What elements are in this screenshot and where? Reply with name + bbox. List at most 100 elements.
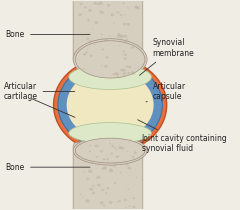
Text: Bone: Bone [6,163,90,172]
Ellipse shape [91,161,94,163]
Ellipse shape [104,39,108,42]
Ellipse shape [106,187,109,189]
Ellipse shape [92,192,95,194]
Ellipse shape [101,48,104,50]
Ellipse shape [89,150,91,152]
Ellipse shape [126,39,128,40]
Ellipse shape [117,33,120,35]
Ellipse shape [128,66,132,68]
Ellipse shape [83,53,86,56]
Ellipse shape [86,38,89,40]
Ellipse shape [86,49,88,50]
Ellipse shape [116,201,118,203]
Ellipse shape [92,60,95,63]
Ellipse shape [100,150,103,152]
Text: Articular
cartilage: Articular cartilage [4,82,75,101]
Ellipse shape [99,10,103,14]
Ellipse shape [82,197,84,198]
Ellipse shape [112,44,113,45]
Ellipse shape [112,54,114,55]
Ellipse shape [120,69,123,71]
Text: Bone: Bone [6,30,90,39]
Ellipse shape [136,7,140,10]
FancyBboxPatch shape [73,142,143,210]
Ellipse shape [87,178,89,180]
Ellipse shape [75,41,145,78]
Ellipse shape [116,11,119,13]
Ellipse shape [93,2,97,5]
Ellipse shape [103,60,106,62]
Ellipse shape [102,166,107,170]
Ellipse shape [108,46,112,49]
Ellipse shape [127,7,129,9]
Ellipse shape [90,162,92,163]
Ellipse shape [100,57,102,59]
Ellipse shape [117,35,121,38]
Ellipse shape [127,158,129,160]
Ellipse shape [124,50,127,52]
Ellipse shape [126,23,130,26]
Ellipse shape [102,189,104,191]
Ellipse shape [75,138,145,163]
Ellipse shape [85,199,90,203]
Ellipse shape [113,22,115,24]
Ellipse shape [69,123,151,143]
Ellipse shape [129,49,131,50]
Ellipse shape [119,54,121,56]
Ellipse shape [132,73,133,74]
Ellipse shape [88,170,92,173]
Ellipse shape [113,73,115,75]
Ellipse shape [110,168,112,170]
Ellipse shape [129,205,131,207]
Ellipse shape [127,167,132,170]
Ellipse shape [90,55,93,57]
Ellipse shape [106,46,109,48]
Ellipse shape [107,4,110,7]
Ellipse shape [90,43,93,46]
Ellipse shape [130,47,132,49]
Ellipse shape [112,41,115,43]
Text: Joint cavity containing
synovial fluid: Joint cavity containing synovial fluid [138,120,228,153]
Ellipse shape [88,60,91,62]
Ellipse shape [123,35,127,38]
Ellipse shape [125,207,127,208]
Ellipse shape [125,159,129,161]
Ellipse shape [67,70,154,140]
Ellipse shape [101,168,103,170]
Ellipse shape [133,151,137,154]
Ellipse shape [116,149,117,150]
Ellipse shape [109,143,111,144]
Ellipse shape [124,40,127,43]
Ellipse shape [133,158,136,160]
Ellipse shape [85,51,88,53]
Ellipse shape [133,197,135,199]
Ellipse shape [124,53,127,56]
Ellipse shape [78,13,82,16]
Ellipse shape [126,66,128,67]
Ellipse shape [120,35,124,38]
Ellipse shape [124,199,127,201]
Ellipse shape [98,1,103,5]
Ellipse shape [114,163,117,165]
Ellipse shape [96,156,98,158]
Ellipse shape [122,69,126,72]
Ellipse shape [119,45,120,46]
Ellipse shape [80,194,81,195]
Ellipse shape [86,33,88,35]
Ellipse shape [89,40,91,42]
Ellipse shape [90,145,91,146]
Ellipse shape [94,21,98,24]
Ellipse shape [104,65,108,68]
Ellipse shape [103,205,105,207]
Ellipse shape [73,39,147,80]
Ellipse shape [98,54,100,55]
Ellipse shape [95,148,99,151]
Ellipse shape [122,3,125,4]
Ellipse shape [117,148,120,150]
Ellipse shape [121,147,124,150]
Ellipse shape [123,23,126,25]
Ellipse shape [125,163,129,166]
Ellipse shape [69,65,151,89]
Ellipse shape [132,72,135,75]
Ellipse shape [120,14,123,16]
